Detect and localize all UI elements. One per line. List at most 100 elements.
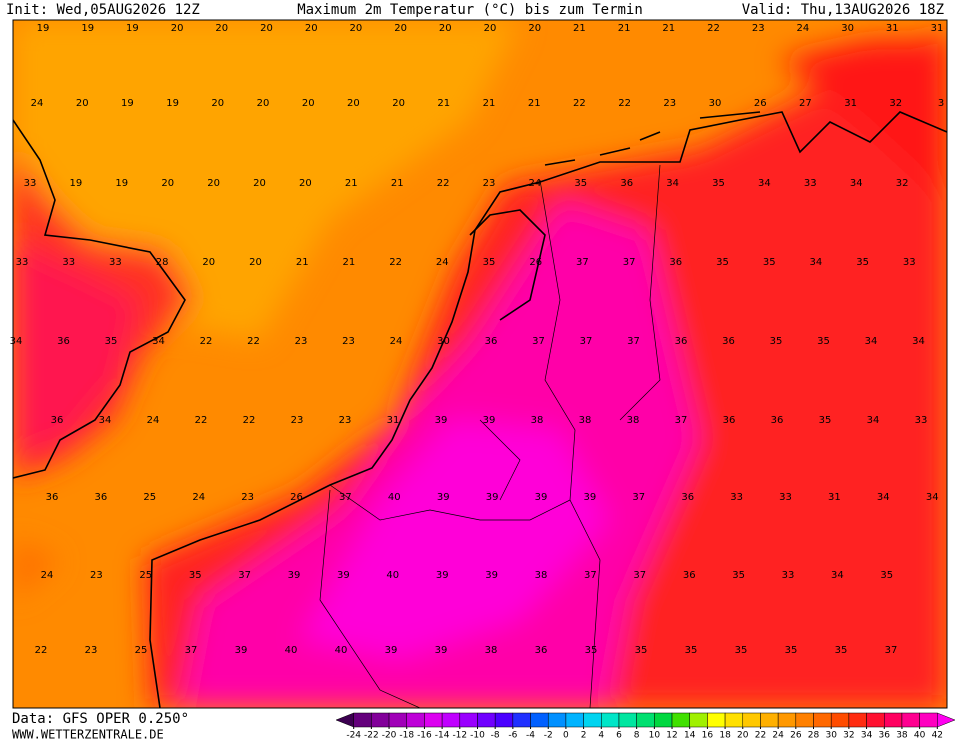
legend-arrow — [335, 712, 354, 728]
valid-time: Valid: Thu,13AUG2026 18Z — [742, 2, 944, 18]
temperature-label: 33 — [779, 492, 792, 503]
temperature-label: 35 — [105, 336, 118, 347]
temperature-label: 20 — [350, 23, 363, 34]
legend-tick-label: 12 — [666, 731, 677, 741]
temperature-label: 35 — [483, 257, 496, 268]
legend-swatch — [884, 712, 903, 728]
temperature-label: 40 — [335, 645, 348, 656]
temperature-label: 22 — [573, 98, 586, 109]
temperature-label: 19 — [37, 23, 50, 34]
temperature-label: 19 — [70, 178, 83, 189]
legend-swatch — [795, 712, 814, 728]
temperature-label: 22 — [195, 415, 208, 426]
temperature-label: 23 — [241, 492, 254, 503]
legend-swatch — [565, 712, 584, 728]
legend-tick-label: 28 — [808, 731, 820, 741]
legend-swatch — [689, 712, 708, 728]
temperature-label: 20 — [171, 23, 184, 34]
map-title: Maximum 2m Temperatur (°C) bis zum Termi… — [297, 2, 643, 18]
temperature-label: 36 — [669, 257, 682, 268]
legend-tick-label: 14 — [684, 731, 696, 741]
temperature-label: 26 — [529, 257, 542, 268]
legend-swatch — [494, 712, 514, 728]
legend-tick-label: 32 — [843, 731, 854, 741]
borders — [319, 164, 661, 708]
data-source: Data: GFS OPER 0.250° — [12, 711, 189, 727]
temperature-label: 21 — [437, 98, 450, 109]
legend-swatch — [813, 712, 832, 728]
temperature-label: 31 — [886, 23, 899, 34]
legend-swatch — [406, 712, 425, 728]
legend-tick-label: -12 — [452, 731, 467, 741]
legend-tick-label: 36 — [879, 731, 891, 741]
temperature-label: 35 — [785, 645, 798, 656]
temperature-label: 35 — [685, 645, 698, 656]
legend-swatch — [583, 712, 602, 728]
temperature-label: 37 — [675, 415, 688, 426]
temperature-label: 37 — [339, 492, 352, 503]
temperature-label: 21 — [618, 23, 631, 34]
temperature-label: 26 — [754, 98, 767, 109]
temperature-labels: 19 19 19 20 20 20 20 20 20 20 20 20 21 21 21 22 23 24 30 31… — [10, 23, 945, 656]
temperature-label: 30 — [841, 23, 854, 34]
temperature-label: 35 — [835, 645, 848, 656]
temperature-label: 35 — [585, 645, 598, 656]
temperature-label: 23 — [752, 23, 765, 34]
temperature-label: 19 — [166, 98, 179, 109]
legend-tick-label: -22 — [364, 731, 379, 741]
legend-tick-label: -8 — [491, 731, 500, 741]
temperature-label: 33 — [62, 257, 75, 268]
temperature-label: 39 — [535, 492, 548, 503]
temperature-label: 24 — [436, 257, 449, 268]
temperature-label: 19 — [81, 23, 94, 34]
temperature-label: 20 — [211, 98, 224, 109]
temperature-label: 35 — [856, 257, 869, 268]
temperature-label: 40 — [386, 570, 399, 581]
temperature-label: 36 — [620, 178, 633, 189]
temperature-label: 21 — [296, 257, 309, 268]
temperature-label: 31 — [387, 415, 400, 426]
temperature-label: 39 — [483, 415, 496, 426]
legend-tick-label: 6 — [616, 731, 622, 741]
temperature-label: 22 — [200, 336, 213, 347]
temperature-label: 34 — [831, 570, 844, 581]
temperature-label: 37 — [632, 492, 645, 503]
temperature-label: 19 — [121, 98, 134, 109]
temperature-label: 20 — [161, 178, 174, 189]
temperature-label: 20 — [299, 178, 312, 189]
temperature-label: 36 — [675, 336, 688, 347]
temperature-label: 33 — [782, 570, 795, 581]
temperature-label: 31 — [931, 23, 944, 34]
temperature-label: 36 — [771, 415, 784, 426]
temperature-label: 34 — [912, 336, 925, 347]
temperature-label: 38 — [535, 570, 548, 581]
temperature-label: 34 — [850, 178, 863, 189]
temperature-label: 39 — [584, 492, 597, 503]
legend-swatch — [388, 712, 407, 728]
temperature-label: 38 — [627, 415, 640, 426]
temperature-label: 24 — [390, 336, 403, 347]
temperature-label: 35 — [732, 570, 745, 581]
legend-tick-label: 24 — [772, 731, 784, 741]
temperature-label: 20 — [439, 23, 452, 34]
temperature-label: 37 — [627, 336, 640, 347]
temperature-label: 36 — [681, 492, 694, 503]
legend-tick-label: 40 — [914, 731, 926, 741]
legend-tick-label: -2 — [544, 731, 553, 741]
temperature-label: 25 — [143, 492, 156, 503]
temperature-label: 37 — [623, 257, 636, 268]
temperature-label: 39 — [385, 645, 398, 656]
temperature-label: 36 — [723, 415, 736, 426]
temperature-label: 23 — [483, 178, 496, 189]
temperature-label: 28 — [156, 257, 169, 268]
legend-swatch — [618, 712, 637, 728]
temperature-label: 39 — [337, 570, 350, 581]
legend-tick-label: 38 — [896, 731, 908, 741]
temperature-label: 26 — [290, 492, 303, 503]
legend-swatch — [547, 712, 567, 728]
temperature-label: 34 — [867, 415, 880, 426]
map-frame — [12, 19, 948, 709]
legend-tick-label: -4 — [526, 731, 535, 741]
temperature-label: 22 — [35, 645, 48, 656]
temperature-label: 33 — [16, 257, 29, 268]
